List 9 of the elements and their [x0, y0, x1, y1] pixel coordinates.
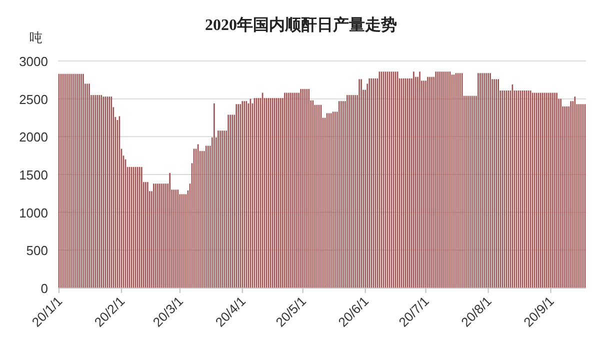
y-tick-label: 1500	[19, 168, 48, 182]
y-tick-label: 500	[26, 243, 48, 258]
y-tick-label: 0	[40, 281, 48, 296]
y-tick-label: 2000	[19, 130, 48, 145]
y-tick-label: 1000	[19, 205, 48, 220]
y-tick-label: 3000	[19, 54, 48, 69]
chart-title: 2020年国内顺酐日产量走势	[205, 16, 397, 34]
y-tick-label: 2500	[19, 92, 48, 107]
y-axis-title: 吨	[30, 30, 42, 45]
